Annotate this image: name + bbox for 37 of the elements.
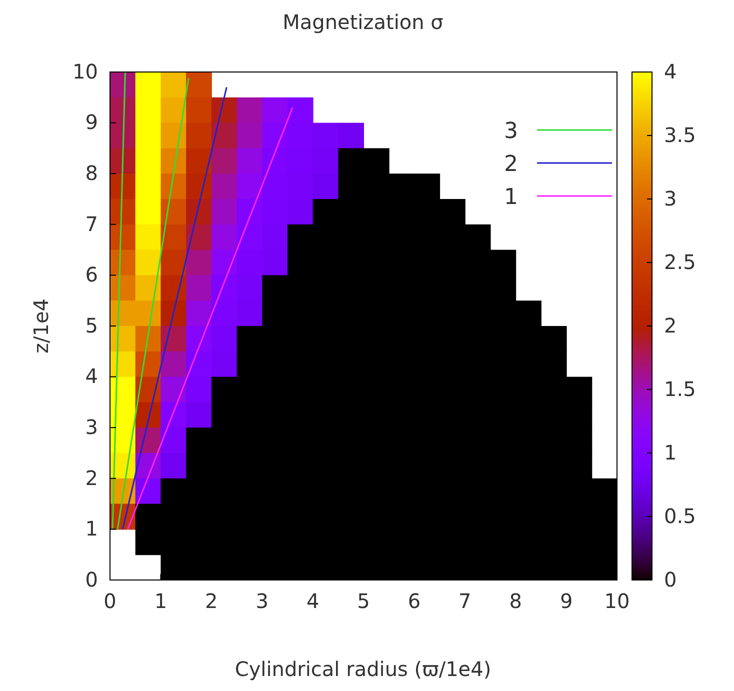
x-tick-label: 6 <box>408 589 421 614</box>
legend-label: 1 <box>504 185 518 210</box>
color-bar-label: 2.5 <box>664 250 696 274</box>
y-tick-label: 8 <box>85 161 98 185</box>
y-tick-label: 2 <box>85 466 98 490</box>
y-tick-label: 5 <box>85 313 98 338</box>
legend-label: 2 <box>504 152 518 177</box>
color-bar-label: 1.5 <box>664 376 696 401</box>
x-tick-label: 1 <box>154 589 168 614</box>
legend-label: 3 <box>504 119 518 144</box>
x-tick-label: 3 <box>256 589 268 614</box>
y-tick-label: 9 <box>85 110 98 134</box>
x-tick-label: 4 <box>306 589 320 614</box>
x-tick-label: 2 <box>205 589 218 614</box>
x-tick-label: 7 <box>458 589 472 614</box>
y-tick-label: 3 <box>85 415 98 439</box>
x-tick-label: 10 <box>604 589 630 614</box>
y-tick-label: 7 <box>85 212 98 236</box>
y-tick-label: 0 <box>85 567 98 592</box>
color-bar-label: 0.5 <box>664 504 696 528</box>
color-bar-label: 3.5 <box>664 122 696 147</box>
color-bar-label: 2 <box>664 313 677 338</box>
y-tick-label: 10 <box>72 59 98 84</box>
y-tick-label: 1 <box>85 516 98 541</box>
x-tick-label: 9 <box>560 589 573 614</box>
x-axis-title: Cylindrical radius (ϖ/1e4) <box>234 657 492 681</box>
x-tick-label: 8 <box>509 589 522 614</box>
y-axis-title: z/1e4 <box>29 298 53 354</box>
chart-title: Magnetization σ <box>282 10 444 34</box>
y-tick-label: 4 <box>85 364 98 388</box>
color-bar-label: 1 <box>664 440 677 464</box>
x-tick-label: 5 <box>357 589 370 614</box>
x-tick-label: 0 <box>104 589 116 614</box>
y-tick-label: 6 <box>85 262 98 287</box>
color-bar-label: 4 <box>664 59 677 84</box>
color-bar-label: 0 <box>664 567 677 592</box>
color-bar-label: 3 <box>664 186 677 210</box>
